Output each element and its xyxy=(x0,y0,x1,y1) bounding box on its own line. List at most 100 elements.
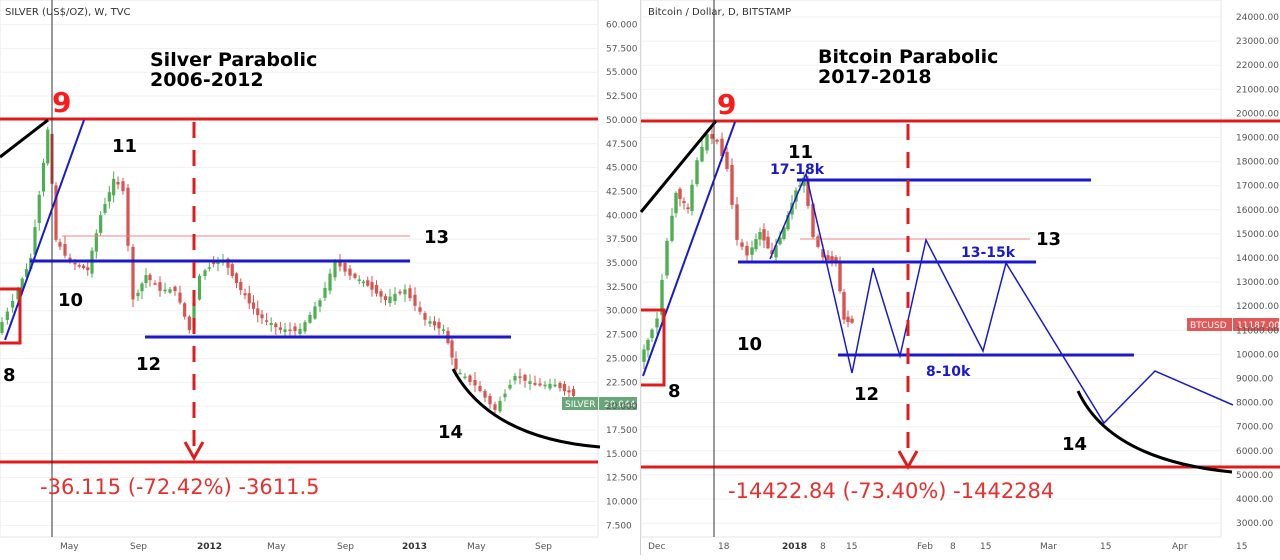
candle-body xyxy=(388,296,392,304)
candle-body xyxy=(450,340,454,358)
candle-body xyxy=(256,308,260,316)
silver-symbol-badge xyxy=(562,397,598,410)
y-tick-label: 15000.00 xyxy=(1236,230,1279,240)
candle-body xyxy=(265,320,269,322)
x-tick-label: 15 xyxy=(980,542,991,552)
candle-body xyxy=(58,242,62,247)
candle-body xyxy=(333,261,337,278)
candle-body xyxy=(107,192,111,202)
candle-body xyxy=(226,258,230,268)
candle-body xyxy=(239,282,243,291)
candle-body xyxy=(838,261,842,292)
candle-body xyxy=(745,245,749,256)
candle-body xyxy=(46,129,50,164)
candle-body xyxy=(463,376,467,379)
candle-body xyxy=(513,375,517,381)
candle-body xyxy=(816,236,820,247)
candle-body xyxy=(86,267,90,271)
y-tick-label: 30.000 xyxy=(606,307,638,317)
candle-body xyxy=(665,241,669,276)
candle-body xyxy=(163,289,167,292)
candle-body xyxy=(187,316,191,331)
y-tick-label: 17.500 xyxy=(606,426,638,436)
y-tick-label: 16000.00 xyxy=(1236,206,1279,216)
btc-wave-10: 10 xyxy=(737,334,762,355)
candle-body xyxy=(782,227,786,240)
silver-base-bracket xyxy=(0,287,22,345)
candle-body xyxy=(478,385,482,391)
y-tick-label: 55.000 xyxy=(606,68,638,78)
candle-body xyxy=(432,321,437,326)
silver-wave-12: 12 xyxy=(136,354,161,375)
candle-body xyxy=(230,264,234,277)
candle-body xyxy=(158,282,162,291)
silver-wave-11: 11 xyxy=(112,136,137,157)
x-tick-label: May xyxy=(467,542,486,552)
candle-body xyxy=(720,138,724,156)
candle-body xyxy=(41,162,46,192)
candle-body xyxy=(682,201,686,204)
candle-body xyxy=(488,395,492,405)
candle-body xyxy=(778,237,782,245)
candle-body xyxy=(29,257,33,269)
btc-symbol-badge xyxy=(1187,318,1232,331)
candle-body xyxy=(243,293,247,296)
candle-body xyxy=(303,322,307,332)
candle-body xyxy=(674,192,678,214)
candle-body xyxy=(94,233,98,252)
candle-body xyxy=(493,404,497,410)
candle-body xyxy=(740,242,744,247)
candle-body xyxy=(247,293,251,304)
y-tick-label: 7000.00 xyxy=(1236,423,1273,433)
x-tick-label: Sep xyxy=(535,542,552,552)
silver-parabolic-curve xyxy=(0,118,49,159)
candle-body xyxy=(20,278,24,291)
btc-panel: Bitcoin / Dollar, D, BITSTAMP Bitcoin Pa… xyxy=(639,0,1280,552)
candle-body xyxy=(11,301,15,308)
candle-body xyxy=(313,306,317,319)
silver-x-axis: May Sep 2012 May Sep 2013 May Sep xyxy=(60,542,552,552)
candle-body xyxy=(806,181,810,206)
x-tick-label: Apr xyxy=(1172,542,1188,552)
y-tick-label: 4000.00 xyxy=(1236,495,1273,505)
candle-body xyxy=(538,383,542,386)
y-tick-label: 45.000 xyxy=(606,164,638,174)
candle-body xyxy=(293,326,297,332)
candle-body xyxy=(370,282,374,290)
candle-body xyxy=(318,300,322,307)
y-tick-label: 11000.00 xyxy=(1236,326,1279,336)
candle-body xyxy=(121,181,125,192)
candle-body xyxy=(686,207,690,209)
candle-body xyxy=(811,203,815,237)
candle-body xyxy=(343,263,347,272)
y-tick-label: 20000.00 xyxy=(1236,109,1279,119)
y-tick-label: 50.000 xyxy=(606,116,638,126)
candle-body xyxy=(770,250,774,255)
candle-body xyxy=(183,303,187,317)
y-tick-label: 18000.00 xyxy=(1236,158,1279,168)
btc-header: Bitcoin / Dollar, D, BITSTAMP xyxy=(648,7,791,18)
candle-body xyxy=(567,390,571,393)
candle-body xyxy=(678,188,682,199)
candle-body xyxy=(786,214,790,230)
candle-body xyxy=(735,204,739,240)
candle-body xyxy=(766,236,770,249)
candle-body xyxy=(140,283,144,292)
btc-wave-9: 9 xyxy=(717,88,736,121)
candle-body xyxy=(826,255,830,261)
silver-wave-10: 10 xyxy=(58,290,83,311)
y-tick-label: 10.000 xyxy=(606,498,638,508)
btc-x-axis: Dec 18 2018 8 15 Feb 8 15 Mar 15 Apr 15 xyxy=(648,542,1247,552)
candle-body xyxy=(705,134,709,151)
btc-title: Bitcoin Parabolic xyxy=(818,46,998,68)
candle-body xyxy=(374,284,379,294)
candle-body xyxy=(288,329,292,332)
btc-wave-8: 8 xyxy=(668,381,681,402)
candle-body xyxy=(144,275,148,283)
candle-body xyxy=(24,269,29,277)
y-tick-label: 19000.00 xyxy=(1236,134,1279,144)
candle-body xyxy=(523,374,527,381)
y-tick-label: 37.500 xyxy=(606,235,638,245)
btc-projection-path xyxy=(769,171,1234,425)
